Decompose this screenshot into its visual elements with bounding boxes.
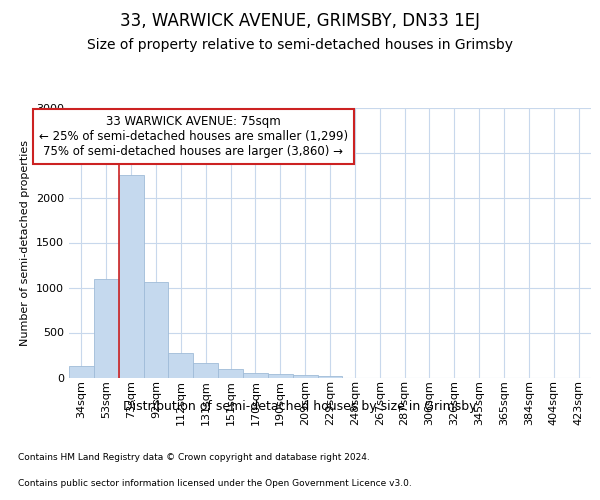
Text: Contains HM Land Registry data © Crown copyright and database right 2024.: Contains HM Land Registry data © Crown c…: [18, 454, 370, 462]
Text: Distribution of semi-detached houses by size in Grimsby: Distribution of semi-detached houses by …: [123, 400, 477, 413]
Bar: [119, 175, 143, 378]
Bar: [94, 278, 119, 378]
Text: Size of property relative to semi-detached houses in Grimsby: Size of property relative to semi-detach…: [87, 38, 513, 52]
Bar: [268, 374, 293, 378]
Y-axis label: Number of semi-detached properties: Number of semi-detached properties: [20, 140, 31, 346]
Bar: [143, 282, 169, 378]
Text: 33, WARWICK AVENUE, GRIMSBY, DN33 1EJ: 33, WARWICK AVENUE, GRIMSBY, DN33 1EJ: [120, 12, 480, 30]
Text: Contains public sector information licensed under the Open Government Licence v3: Contains public sector information licen…: [18, 478, 412, 488]
Bar: [169, 353, 193, 378]
Bar: [193, 363, 218, 378]
Text: 33 WARWICK AVENUE: 75sqm
← 25% of semi-detached houses are smaller (1,299)
75% o: 33 WARWICK AVENUE: 75sqm ← 25% of semi-d…: [39, 114, 348, 158]
Bar: [293, 375, 317, 378]
Bar: [218, 369, 243, 378]
Bar: [317, 376, 343, 378]
Bar: [69, 366, 94, 378]
Bar: [243, 373, 268, 378]
